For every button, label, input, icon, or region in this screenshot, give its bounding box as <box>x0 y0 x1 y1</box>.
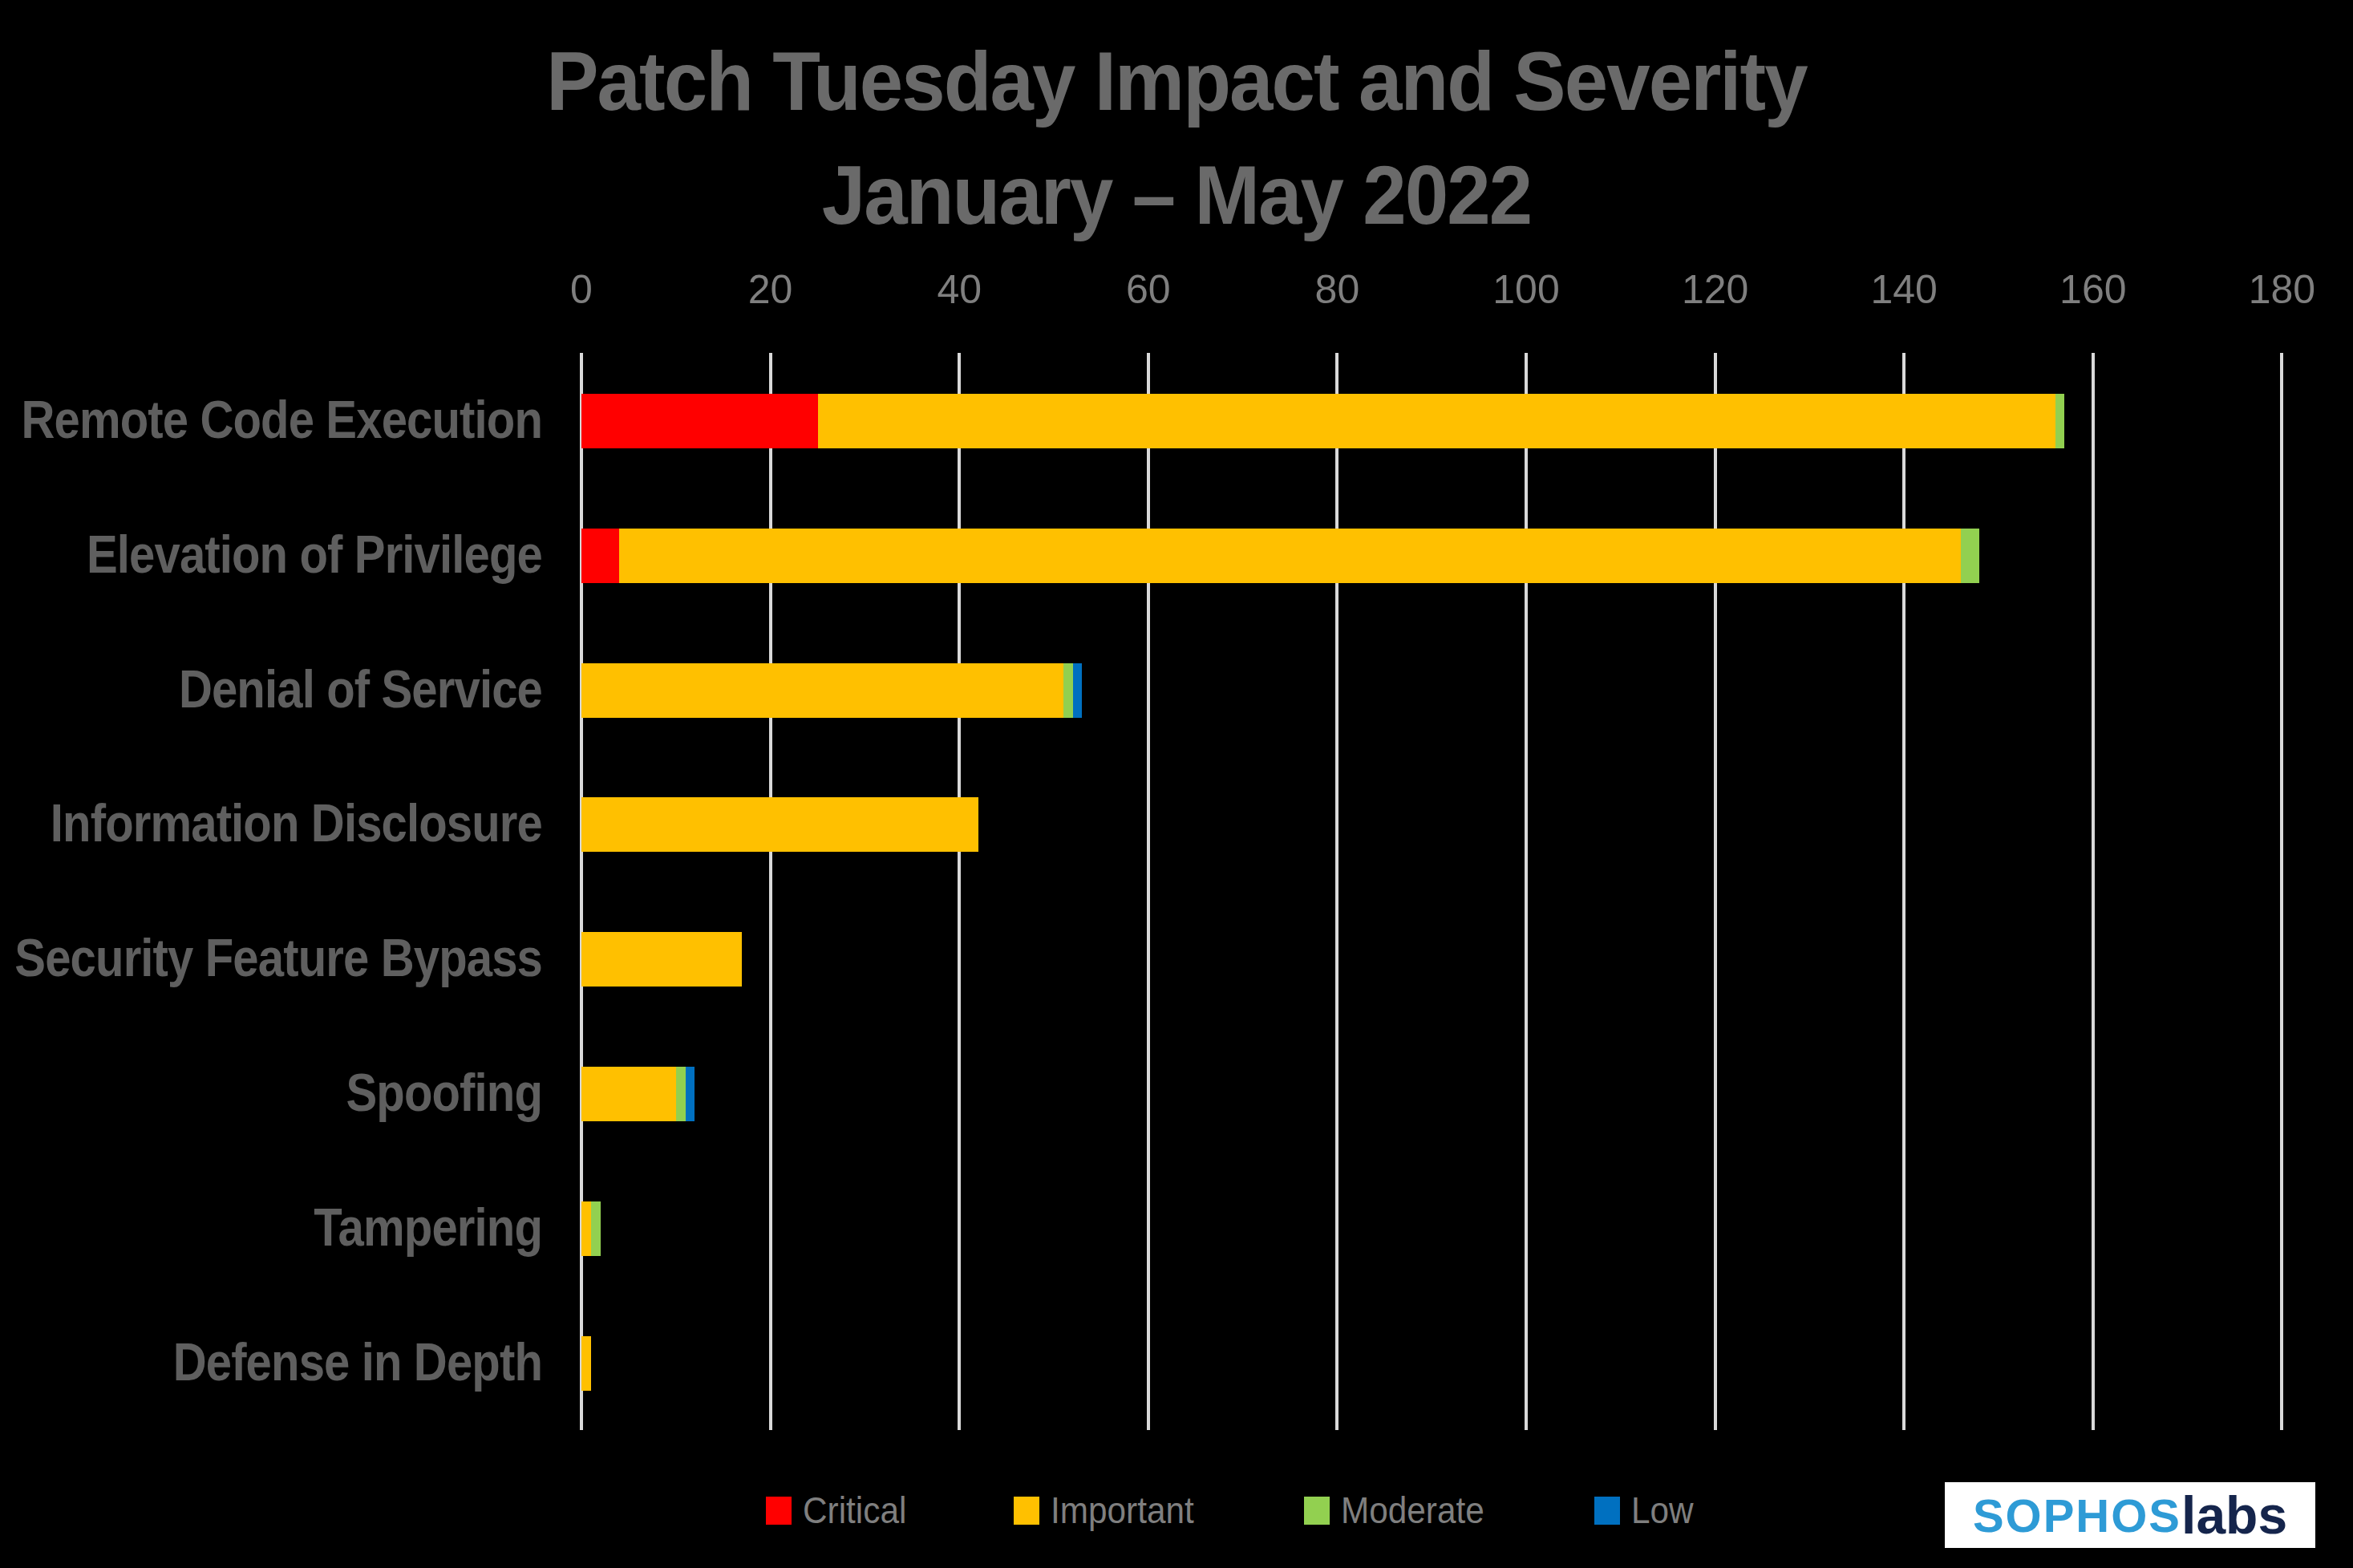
x-axis-tick-100: 100 <box>1462 266 1590 313</box>
gridline-120 <box>1714 353 1717 1430</box>
bar-segment-moderate <box>591 1201 601 1256</box>
x-axis-tick-60: 60 <box>1084 266 1213 313</box>
bar-segment-important <box>581 1067 676 1121</box>
bar-segment-important <box>581 663 1063 718</box>
bar-segment-critical <box>581 394 818 448</box>
x-axis-tick-40: 40 <box>895 266 1023 313</box>
legend-swatch-critical <box>766 1497 792 1525</box>
bar-segment-moderate <box>2055 394 2065 448</box>
gridline-160 <box>2092 353 2095 1430</box>
gridline-60 <box>1147 353 1150 1430</box>
x-axis-tick-20: 20 <box>707 266 835 313</box>
legend-label: Important <box>1051 1489 1194 1532</box>
category-label: Denial of Service <box>0 658 542 719</box>
gridline-20 <box>769 353 772 1430</box>
gridline-40 <box>958 353 961 1430</box>
x-axis-tick-140: 140 <box>1840 266 1968 313</box>
x-axis-tick-180: 180 <box>2217 266 2346 313</box>
legend-label: Moderate <box>1341 1489 1484 1532</box>
category-label: Information Disclosure <box>0 792 542 853</box>
bar-segment-important <box>581 1336 591 1391</box>
gridline-80 <box>1335 353 1338 1430</box>
legend-label: Critical <box>803 1489 906 1532</box>
bar-segment-important <box>581 1201 591 1256</box>
bar-segment-important <box>818 394 2055 448</box>
bar-segment-low <box>686 1067 695 1121</box>
category-label: Security Feature Bypass <box>0 927 542 988</box>
bar-segment-moderate <box>1063 663 1073 718</box>
gridline-100 <box>1525 353 1528 1430</box>
bar-segment-critical <box>581 529 619 583</box>
bar-segment-important <box>619 529 1961 583</box>
x-axis-tick-80: 80 <box>1273 266 1401 313</box>
bar-segment-low <box>1073 663 1083 718</box>
sophos-logo-text: SOPHOS <box>1973 1489 2181 1542</box>
category-label: Spoofing <box>0 1062 542 1123</box>
x-axis-tick-0: 0 <box>517 266 646 313</box>
x-axis-tick-120: 120 <box>1651 266 1780 313</box>
chart-title: Patch Tuesday Impact and Severity Januar… <box>0 24 2353 252</box>
bar-segment-moderate <box>676 1067 686 1121</box>
bar-segment-important <box>581 797 978 852</box>
legend-swatch-important <box>1014 1497 1039 1525</box>
chart-title-line2: January – May 2022 <box>71 138 2282 252</box>
x-axis-tick-160: 160 <box>2029 266 2157 313</box>
legend-item-critical: Critical <box>766 1489 916 1532</box>
bar-segment-moderate <box>1961 529 1980 583</box>
gridline-0 <box>580 353 583 1430</box>
category-label: Defense in Depth <box>0 1331 542 1392</box>
chart-title-line1: Patch Tuesday Impact and Severity <box>71 24 2282 138</box>
chart-legend: Critical Important Moderate Low <box>766 1489 1699 1532</box>
legend-item-low: Low <box>1594 1489 1699 1532</box>
legend-item-important: Important <box>1014 1489 1206 1532</box>
legend-swatch-moderate <box>1304 1497 1330 1525</box>
gridline-180 <box>2280 353 2283 1430</box>
gridline-140 <box>1902 353 1905 1430</box>
sophoslabs-logo: SOPHOSlabs <box>1945 1482 2315 1548</box>
legend-label: Low <box>1631 1489 1694 1532</box>
category-label: Tampering <box>0 1197 542 1258</box>
category-label: Elevation of Privilege <box>0 524 542 585</box>
bar-segment-important <box>581 932 742 987</box>
legend-swatch-low <box>1594 1497 1620 1525</box>
legend-item-moderate: Moderate <box>1304 1489 1496 1532</box>
category-label: Remote Code Execution <box>0 389 542 450</box>
labs-logo-text: labs <box>2181 1485 2287 1546</box>
